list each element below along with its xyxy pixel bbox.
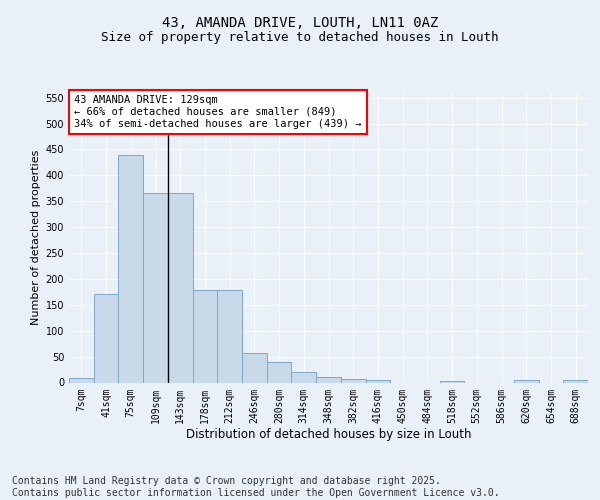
Bar xyxy=(69,378,94,382)
Bar xyxy=(193,290,217,382)
Text: 43, AMANDA DRIVE, LOUTH, LN11 0AZ: 43, AMANDA DRIVE, LOUTH, LN11 0AZ xyxy=(162,16,438,30)
Bar xyxy=(316,378,341,382)
Bar xyxy=(143,194,168,382)
Bar xyxy=(94,294,118,382)
Bar xyxy=(341,379,365,382)
Bar xyxy=(267,362,292,382)
X-axis label: Distribution of detached houses by size in Louth: Distribution of detached houses by size … xyxy=(186,428,471,441)
Text: 43 AMANDA DRIVE: 129sqm
← 66% of detached houses are smaller (849)
34% of semi-d: 43 AMANDA DRIVE: 129sqm ← 66% of detache… xyxy=(74,96,362,128)
Bar xyxy=(563,380,588,382)
Bar xyxy=(365,380,390,382)
Bar xyxy=(292,372,316,382)
Bar xyxy=(514,380,539,382)
Bar xyxy=(118,154,143,382)
Bar xyxy=(217,290,242,382)
Bar xyxy=(440,381,464,382)
Bar xyxy=(168,194,193,382)
Text: Size of property relative to detached houses in Louth: Size of property relative to detached ho… xyxy=(101,31,499,44)
Text: Contains HM Land Registry data © Crown copyright and database right 2025.
Contai: Contains HM Land Registry data © Crown c… xyxy=(12,476,500,498)
Y-axis label: Number of detached properties: Number of detached properties xyxy=(31,150,41,325)
Bar xyxy=(242,353,267,382)
